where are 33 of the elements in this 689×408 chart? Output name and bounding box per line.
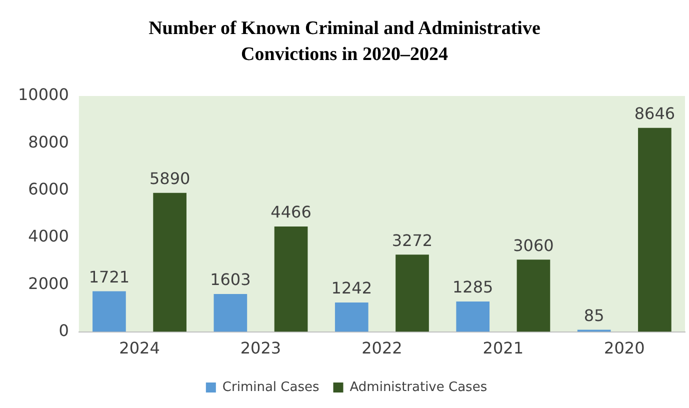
data-label: 3060 [513, 236, 554, 255]
bar [638, 128, 672, 332]
data-label: 1242 [331, 278, 372, 298]
data-label: 5890 [149, 169, 190, 188]
bar [456, 302, 490, 332]
legend-label: Administrative Cases [350, 380, 488, 395]
y-tick-label: 6000 [28, 179, 69, 198]
data-label: 85 [584, 306, 604, 325]
data-label: 1721 [88, 267, 130, 286]
legend-label: Criminal Cases [222, 380, 320, 395]
data-label: 4466 [270, 202, 312, 222]
y-tick-label: 2000 [28, 274, 69, 293]
data-label: 1285 [452, 278, 494, 297]
x-tick-label: 2021 [482, 338, 524, 358]
y-tick-label: 4000 [28, 226, 69, 246]
bar [92, 291, 126, 332]
bar [214, 294, 248, 332]
data-label: 1603 [210, 270, 251, 290]
y-tick-label: 8000 [28, 132, 69, 152]
data-label: 8646 [634, 104, 676, 124]
x-tick-label: 2022 [362, 338, 402, 358]
x-tick-label: 2024 [119, 338, 160, 358]
bar [516, 260, 550, 332]
y-tick-label: 10000 [18, 85, 69, 104]
bar [334, 302, 368, 332]
x-tick-label: 2023 [240, 338, 282, 358]
chart-title: Number of Known Criminal and Administrative Convictions in 2020–2024 [148, 17, 542, 67]
data-label: 3272 [392, 230, 433, 250]
bar [274, 226, 308, 332]
bar [396, 254, 429, 332]
bar [153, 192, 186, 332]
y-tick-label: 0 [58, 320, 69, 340]
x-tick-label: 2020 [604, 338, 645, 358]
